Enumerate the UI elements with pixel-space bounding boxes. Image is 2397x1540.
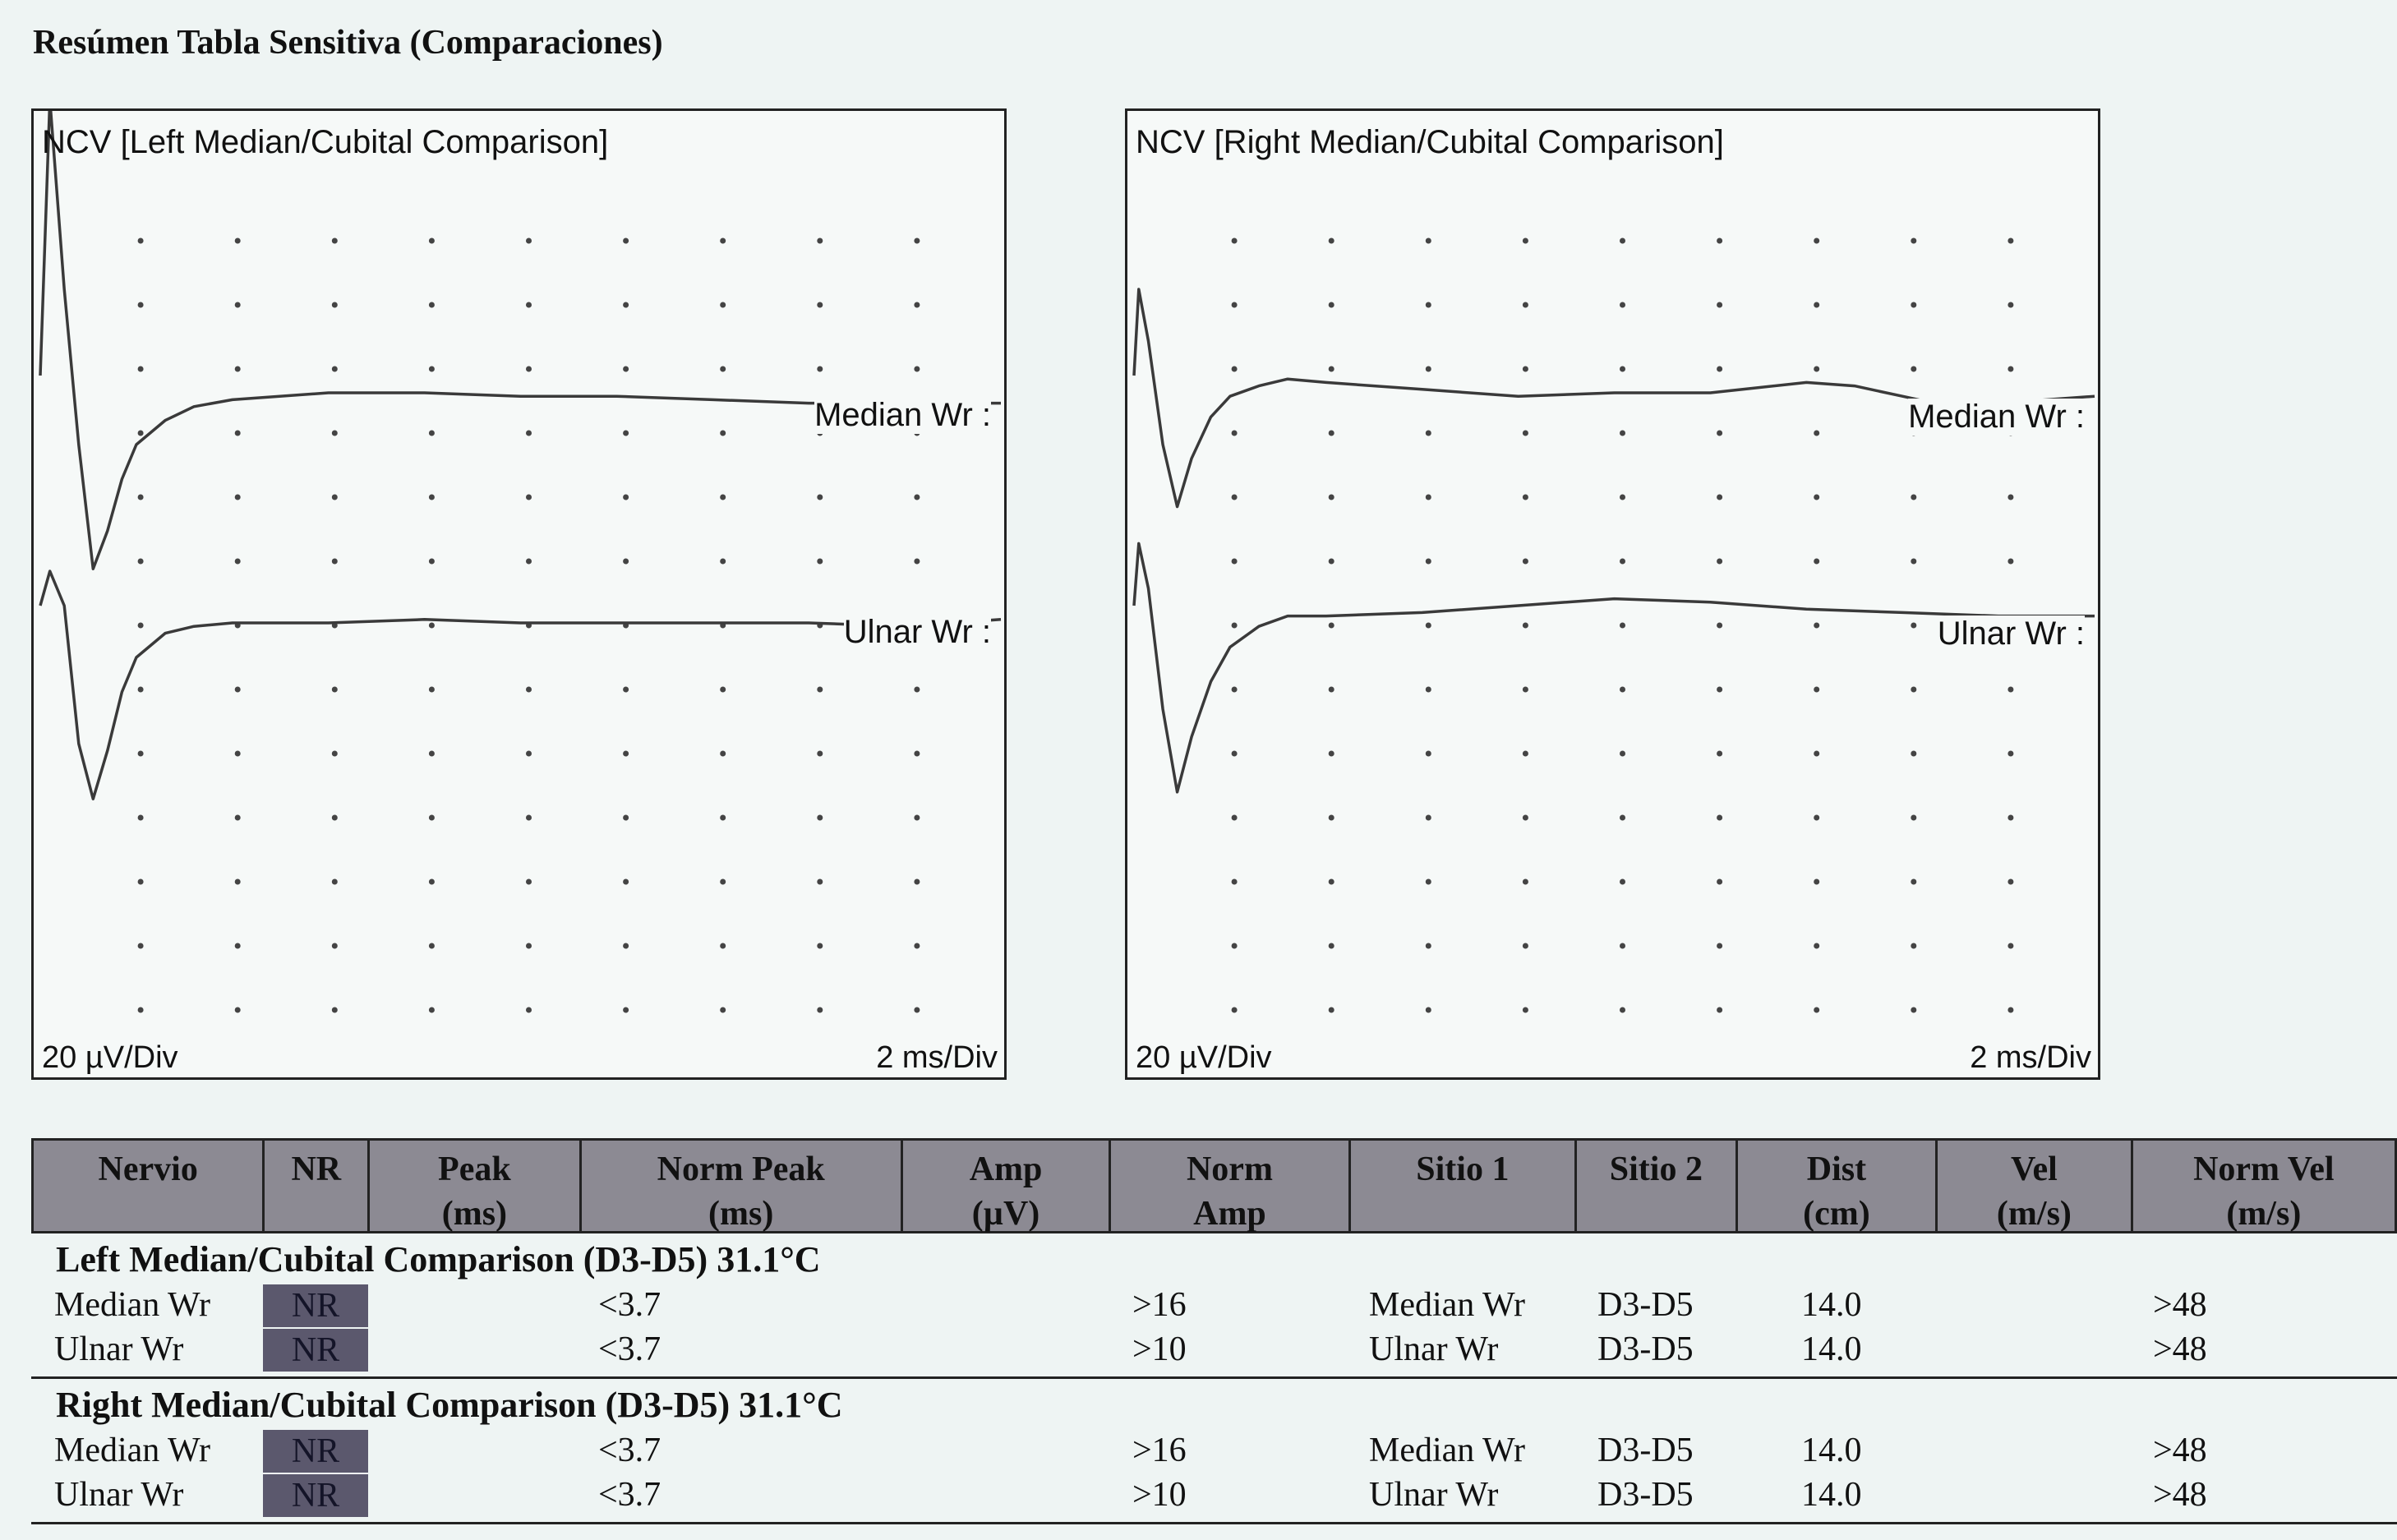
header-sitio-1: Sitio 1 <box>1351 1141 1578 1231</box>
cell-sitio-2: D3-D5 <box>1597 1476 1694 1514</box>
trace-label-median: Median Wr : <box>1908 399 2085 436</box>
cell-dist: 14.0 <box>1801 1476 1862 1514</box>
cell-nervio: Ulnar Wr <box>54 1330 184 1368</box>
cell-sitio-2: D3-D5 <box>1597 1432 1694 1469</box>
table-row: Ulnar Wr NR <3.7 >10 Ulnar Wr D3-D5 14.0… <box>31 1327 2397 1372</box>
header-nervio: Nervio <box>34 1141 265 1231</box>
grid-dots <box>137 237 920 1013</box>
sensory-results-table: Nervio NR Peak (ms) Norm Peak (ms) Amp (… <box>31 1138 2397 1524</box>
group-title: Right Median/Cubital Comparison (D3-D5) … <box>56 1385 843 1425</box>
cell-sitio-1: Ulnar Wr <box>1369 1330 1499 1368</box>
cell-sitio-1: Median Wr <box>1369 1286 1525 1324</box>
cell-norm-peak: <3.7 <box>598 1432 661 1469</box>
cell-sitio-2: D3-D5 <box>1597 1286 1694 1324</box>
cell-sitio-2: D3-D5 <box>1597 1330 1694 1368</box>
header-norm-vel: Norm Vel (m/s) <box>2193 1150 2335 1233</box>
nr-badge: NR <box>263 1430 368 1473</box>
cell-nervio: Ulnar Wr <box>54 1476 184 1514</box>
cell-norm-peak: <3.7 <box>598 1476 661 1514</box>
cell-dist: 14.0 <box>1801 1330 1862 1368</box>
trace-label-ulnar: Ulnar Wr : <box>1937 616 2085 652</box>
group-title: Left Median/Cubital Comparison (D3-D5) 3… <box>56 1239 821 1279</box>
cell-norm-amp: >16 <box>1132 1432 1187 1469</box>
header-norm-amp: Norm Amp <box>1111 1141 1351 1233</box>
cell-sitio-1: Median Wr <box>1369 1432 1525 1469</box>
y-scale-label: 20 µV/Div <box>42 1040 178 1075</box>
y-scale-label: 20 µV/Div <box>1136 1040 1272 1075</box>
cell-norm-amp: >16 <box>1132 1286 1187 1324</box>
table-row: Median Wr NR <3.7 >16 Median Wr D3-D5 14… <box>31 1428 2397 1473</box>
cell-norm-vel: >48 <box>2153 1432 2207 1469</box>
page-title: Resúmen Tabla Sensitiva (Comparaciones) <box>33 24 663 62</box>
chart-title: NCV [Left Median/Cubital Comparison] <box>42 124 609 160</box>
right-comparison-group: Right Median/Cubital Comparison (D3-D5) … <box>31 1379 2397 1524</box>
nr-badge: NR <box>263 1284 368 1327</box>
cell-norm-vel: >48 <box>2153 1476 2207 1514</box>
cell-norm-amp: >10 <box>1132 1476 1187 1514</box>
left-chart-canvas <box>39 111 1002 1013</box>
table-row: Median Wr NR <3.7 >16 Median Wr D3-D5 14… <box>31 1283 2397 1327</box>
trace-median-line <box>1132 288 2095 509</box>
cell-nervio: Median Wr <box>54 1286 210 1324</box>
cell-norm-peak: <3.7 <box>598 1286 661 1324</box>
header-sitio-2: Sitio 2 <box>1577 1141 1738 1231</box>
cell-sitio-1: Ulnar Wr <box>1369 1476 1499 1514</box>
cell-dist: 14.0 <box>1801 1286 1862 1324</box>
header-dist: Dist (cm) <box>1738 1141 1938 1233</box>
table-row: Ulnar Wr NR <3.7 >10 Ulnar Wr D3-D5 14.0… <box>31 1473 2397 1517</box>
nr-badge: NR <box>263 1329 368 1372</box>
header-norm-peak: Norm Peak (ms) <box>582 1141 903 1233</box>
trace-ulnar-line <box>1132 542 2095 794</box>
cell-norm-vel: >48 <box>2153 1286 2207 1324</box>
x-scale-label: 2 ms/Div <box>876 1040 998 1075</box>
table-header: Nervio NR Peak (ms) Norm Peak (ms) Amp (… <box>31 1138 2397 1233</box>
trace-median-line <box>39 111 1001 570</box>
right-chart-canvas <box>1132 237 2095 1013</box>
x-scale-label: 2 ms/Div <box>1970 1040 2091 1075</box>
cell-norm-vel: >48 <box>2153 1330 2207 1368</box>
cell-nervio: Median Wr <box>54 1432 210 1469</box>
trace-label-median: Median Wr : <box>814 397 991 434</box>
nr-badge: NR <box>263 1474 368 1517</box>
header-amp: Amp (µV) <box>903 1141 1112 1233</box>
header-vel: Vel (m/s) <box>1938 1141 2133 1233</box>
cell-dist: 14.0 <box>1801 1432 1862 1469</box>
header-peak: Peak (ms) <box>370 1141 582 1233</box>
right-comparison-chart: NCV [Right Median/Cubital Comparison] Me… <box>1125 108 2100 1080</box>
cell-norm-amp: >10 <box>1132 1330 1187 1368</box>
trace-ulnar-line <box>39 569 1002 800</box>
header-nr: NR <box>265 1141 371 1231</box>
cell-norm-peak: <3.7 <box>598 1330 661 1368</box>
left-comparison-chart: NCV [Left Median/Cubital Comparison] Med… <box>31 108 1007 1080</box>
left-comparison-group: Left Median/Cubital Comparison (D3-D5) 3… <box>31 1233 2397 1379</box>
grid-dots <box>1231 237 2014 1013</box>
trace-label-ulnar: Ulnar Wr : <box>843 614 991 651</box>
chart-title: NCV [Right Median/Cubital Comparison] <box>1136 124 1724 160</box>
